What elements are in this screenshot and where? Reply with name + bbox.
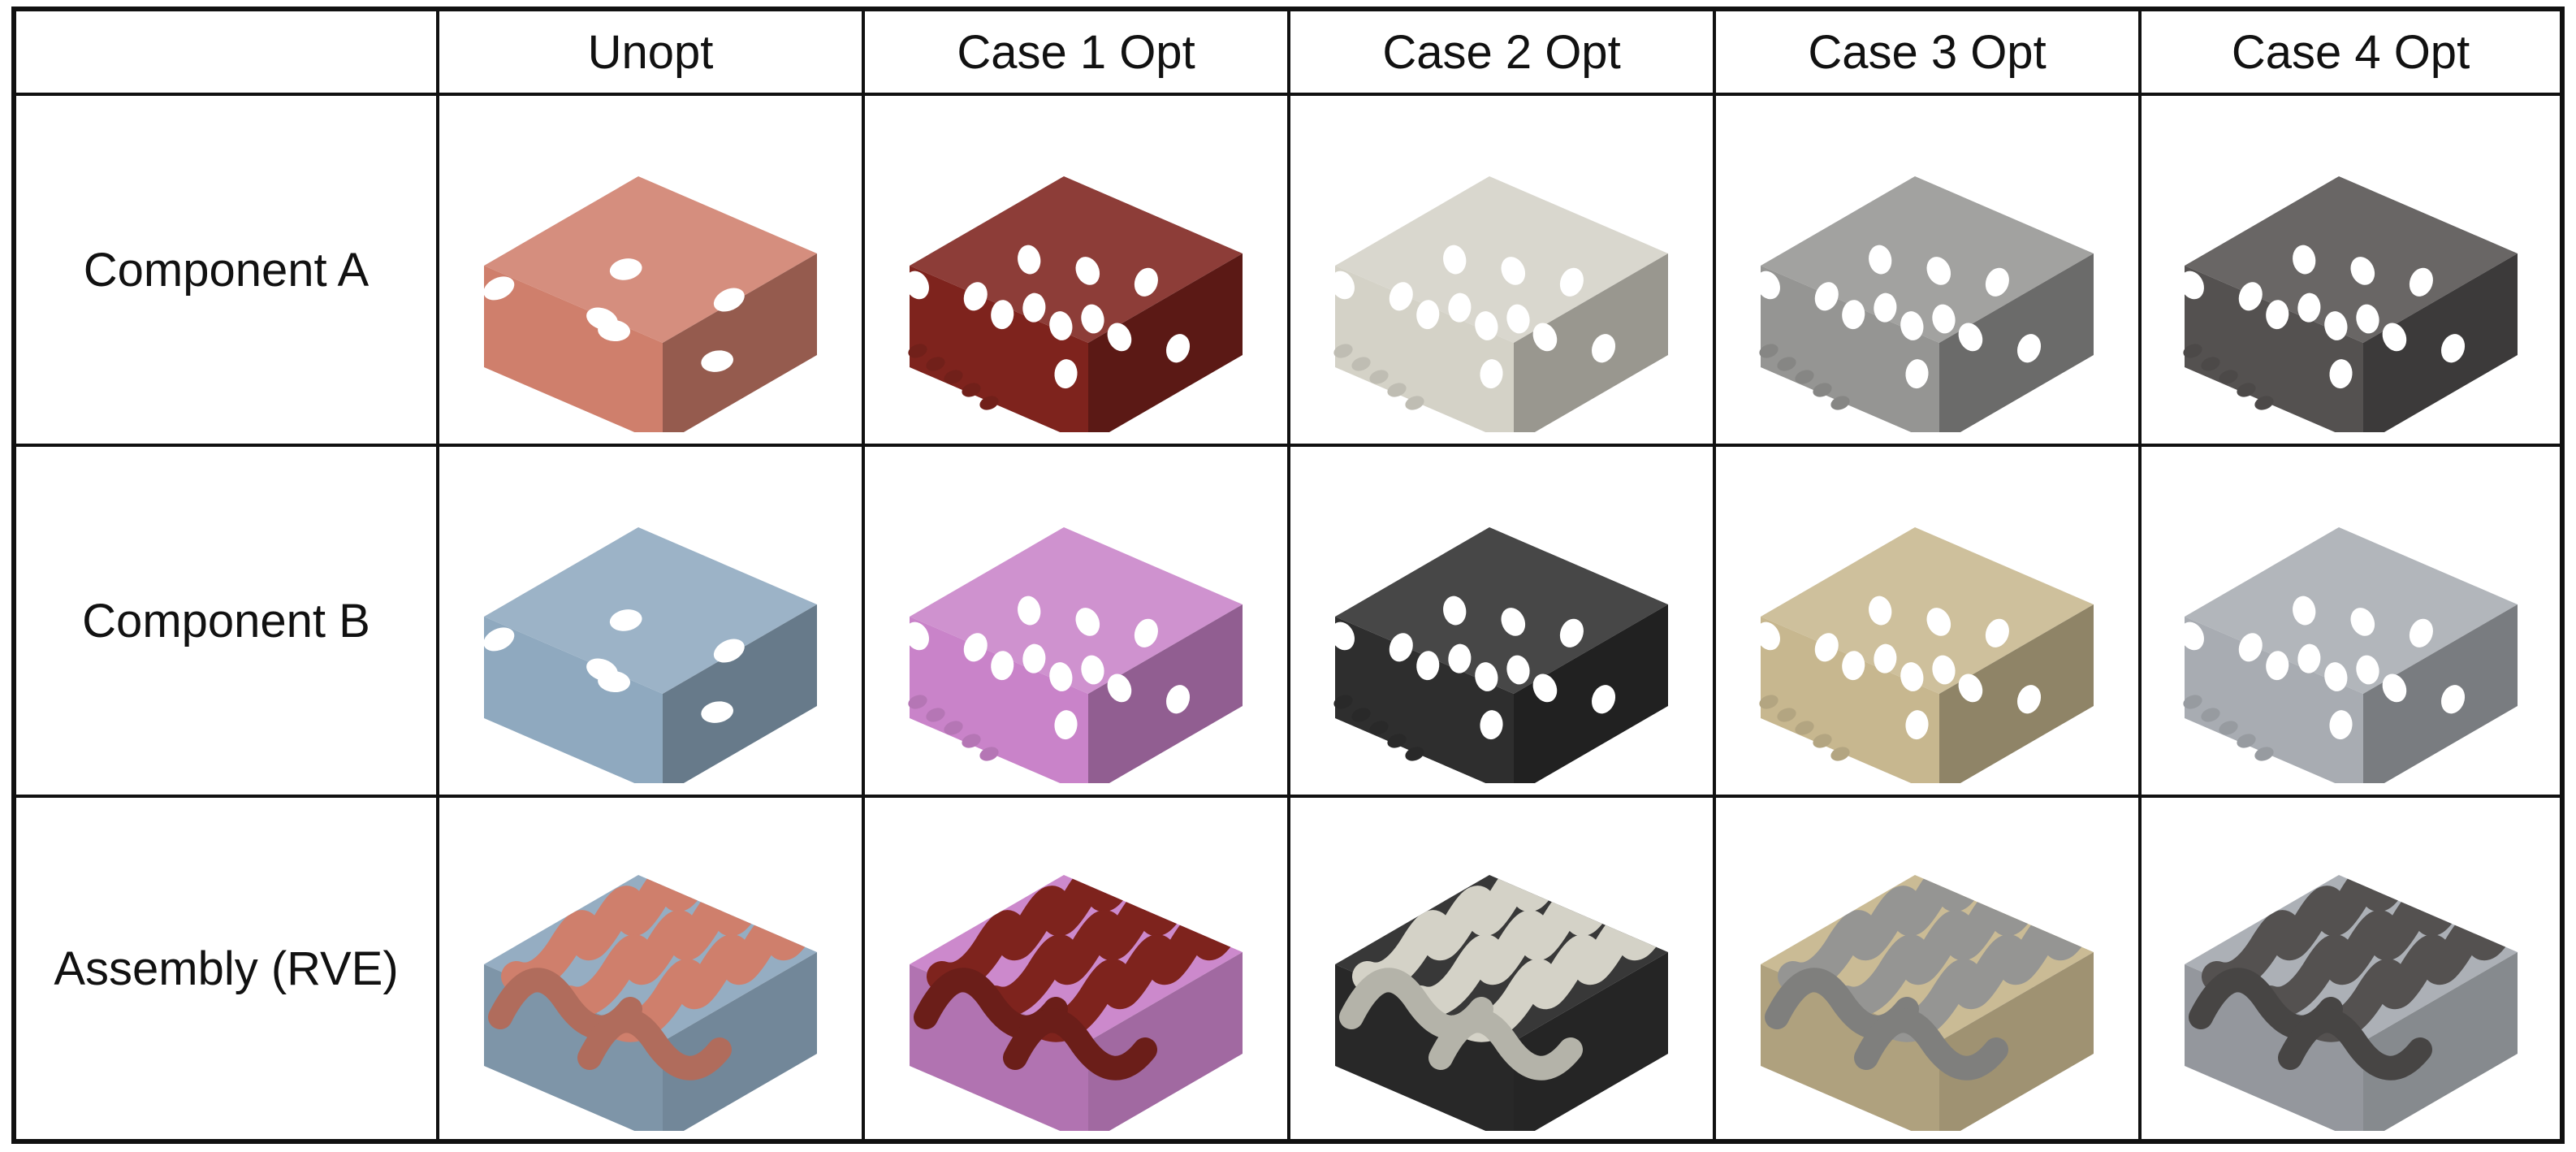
block-top-face — [910, 527, 1243, 694]
component-render-0-1 — [865, 96, 1290, 447]
assembly-rve-block — [910, 875, 1243, 1131]
block-side-face — [663, 253, 817, 432]
component-b-lattice — [1756, 527, 2094, 783]
comparison-table: Unopt Case 1 Opt Case 2 Opt Case 3 Opt Case … — [11, 6, 2565, 1144]
lattice-pores — [483, 609, 745, 723]
block-side-face — [1939, 604, 2094, 783]
component-a-lattice — [2179, 176, 2518, 432]
component-render-0-4 — [2142, 96, 2560, 447]
row-label-0: Component A — [16, 96, 439, 447]
table-corner-cell — [16, 11, 439, 96]
block-side-face — [2362, 253, 2518, 432]
lattice-pores — [1330, 245, 1616, 410]
assembly-rve-block — [2184, 875, 2518, 1131]
component-render-1-4 — [2142, 447, 2560, 798]
assembly-rve-block — [484, 875, 817, 1131]
block-side-face — [1514, 253, 1668, 432]
assembly-render-2-0 — [439, 798, 865, 1139]
lattice-pores — [1330, 595, 1616, 761]
block-side-face — [663, 604, 817, 783]
lattice-pores — [483, 258, 745, 372]
block-top-face — [1335, 176, 1668, 343]
assembly-side-face — [1514, 952, 1668, 1131]
assembly-side-face — [1088, 952, 1243, 1131]
block-top-face — [1761, 527, 2094, 694]
component-a-lattice — [905, 176, 1243, 432]
block-front-face — [1335, 617, 1514, 783]
block-top-face — [2184, 527, 2518, 694]
assembly-front-face — [1761, 964, 1939, 1131]
block-front-face — [910, 266, 1088, 432]
block-top-face — [1761, 176, 2094, 343]
block-front-face — [484, 617, 663, 783]
assembly-render-2-4 — [2142, 798, 2560, 1139]
component-render-1-1 — [865, 447, 1290, 798]
component-render-1-3 — [1716, 447, 2142, 798]
lattice-pores — [905, 595, 1191, 761]
block-side-face — [2362, 604, 2518, 783]
block-side-face — [1088, 604, 1243, 783]
component-render-0-0 — [439, 96, 865, 447]
component-b-lattice — [1330, 527, 1668, 783]
block-top-face — [2184, 176, 2518, 343]
assembly-rve-block — [1761, 875, 2094, 1131]
block-top-face — [910, 176, 1243, 343]
block-front-face — [1335, 266, 1514, 432]
component-b-lattice — [483, 527, 817, 783]
block-front-face — [910, 617, 1088, 783]
assembly-side-face — [2362, 952, 2518, 1131]
lattice-pores — [2179, 595, 2465, 761]
block-front-face — [2184, 266, 2363, 432]
component-render-1-2 — [1290, 447, 1716, 798]
block-side-face — [1939, 253, 2094, 432]
assembly-front-face — [1335, 964, 1514, 1131]
row-label-2: Assembly (RVE) — [16, 798, 439, 1139]
column-header-3: Case 3 Opt — [1716, 11, 2142, 96]
block-side-face — [1514, 604, 1668, 783]
component-render-1-0 — [439, 447, 865, 798]
column-header-0: Unopt — [439, 11, 865, 96]
column-header-1: Case 1 Opt — [865, 11, 1290, 96]
assembly-render-2-3 — [1716, 798, 2142, 1139]
assembly-side-face — [663, 952, 817, 1131]
assembly-front-face — [484, 964, 663, 1131]
component-a-lattice — [483, 176, 817, 432]
component-a-lattice — [1756, 176, 2094, 432]
assembly-front-face — [2184, 964, 2363, 1131]
lattice-pores — [1756, 595, 2042, 761]
component-b-lattice — [905, 527, 1243, 783]
component-render-0-3 — [1716, 96, 2142, 447]
block-front-face — [484, 266, 663, 432]
assembly-render-2-2 — [1290, 798, 1716, 1139]
assembly-render-2-1 — [865, 798, 1290, 1139]
lattice-pores — [2179, 245, 2465, 410]
block-front-face — [1761, 266, 1939, 432]
component-render-0-2 — [1290, 96, 1716, 447]
block-side-face — [1088, 253, 1243, 432]
lattice-pores — [905, 245, 1191, 410]
row-label-1: Component B — [16, 447, 439, 798]
component-b-lattice — [2179, 527, 2518, 783]
block-front-face — [2184, 617, 2363, 783]
lattice-pores — [1756, 245, 2042, 410]
assembly-front-face — [910, 964, 1088, 1131]
column-header-4: Case 4 Opt — [2142, 11, 2560, 96]
block-top-face — [1335, 527, 1668, 694]
assembly-rve-block — [1335, 875, 1668, 1131]
column-header-2: Case 2 Opt — [1290, 11, 1716, 96]
component-a-lattice — [1330, 176, 1668, 432]
block-front-face — [1761, 617, 1939, 783]
assembly-side-face — [1939, 952, 2094, 1131]
